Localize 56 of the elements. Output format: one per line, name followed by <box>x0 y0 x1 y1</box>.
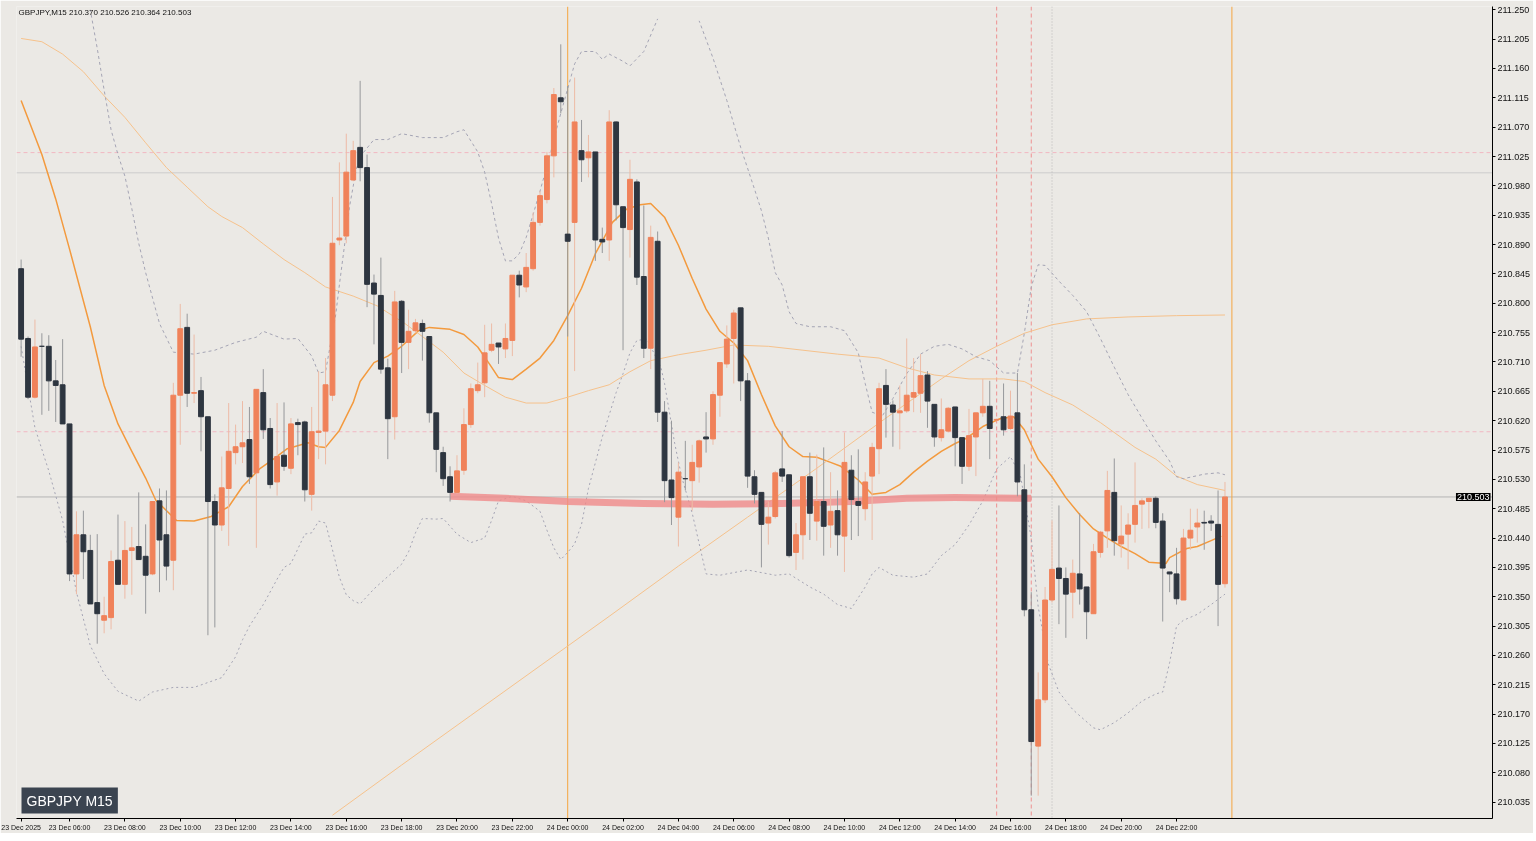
y-tick-label: 211.070 <box>1497 122 1530 133</box>
y-tick-label: 210.845 <box>1497 268 1531 279</box>
y-tick-label: 210.395 <box>1497 562 1531 573</box>
candlestick <box>765 501 772 546</box>
candlestick <box>564 85 571 338</box>
candlestick <box>827 471 834 549</box>
y-tick-label: 210.575 <box>1497 445 1531 455</box>
y-tick-label: 210.935 <box>1497 210 1531 221</box>
candlestick <box>405 309 412 370</box>
candlestick <box>703 411 709 454</box>
y-tick-label: 210.215 <box>1497 679 1531 690</box>
candlestick <box>1007 390 1014 431</box>
y-tick-label: 210.080 <box>1497 767 1531 778</box>
y-tick-label: 211.160 <box>1497 63 1530 74</box>
y-tick-label: 210.800 <box>1497 298 1531 309</box>
y-tick-label: 211.205 <box>1497 34 1530 45</box>
candlestick <box>1118 504 1125 559</box>
y-tick-label: 210.125 <box>1497 738 1531 749</box>
candlestick <box>1069 559 1076 619</box>
candlestick <box>419 319 426 362</box>
candlestick <box>1194 508 1201 544</box>
y-tick-label: 210.350 <box>1497 591 1531 602</box>
candlestick <box>336 161 343 246</box>
y-tick-label: 211.115 <box>1497 92 1529 103</box>
y-tick-label: 210.530 <box>1497 474 1531 485</box>
y-tick-label: 210.710 <box>1497 356 1531 367</box>
y-tick-label: 210.440 <box>1497 533 1531 544</box>
annotation: GBPJPY M15 <box>26 792 113 809</box>
y-tick-label: 210.890 <box>1497 239 1531 250</box>
candlestick <box>557 43 564 114</box>
y-tick-label: 210.485 <box>1497 503 1531 514</box>
candlestick <box>488 322 495 353</box>
line-series <box>20 338 1226 731</box>
y-tick-label: 210.980 <box>1497 180 1531 191</box>
y-tick-label: 210.260 <box>1497 650 1531 661</box>
candlestick <box>585 134 592 178</box>
candlestick <box>813 454 820 542</box>
candlestick <box>855 448 862 537</box>
chart-title: GBPJPY,M15 210.370 210.526 210.364 210.503 <box>18 7 192 17</box>
y-tick-label: 210.035 <box>1497 797 1531 808</box>
candlestick <box>1000 382 1007 437</box>
candlestick <box>495 342 502 365</box>
y-tick-label: 210.620 <box>1497 415 1531 426</box>
candlestick <box>578 119 585 183</box>
y-tick-label: 211.250 <box>1497 4 1530 15</box>
y-tick-label: 211.025 <box>1497 151 1530 162</box>
candlestick <box>281 401 287 472</box>
candlestick <box>516 270 523 298</box>
candlestick <box>986 380 993 460</box>
y-tick-label: 210.665 <box>1497 386 1531 397</box>
y-tick-label: 210.755 <box>1497 327 1531 338</box>
y-tick-label: 210.305 <box>1497 621 1531 632</box>
candlestick <box>620 206 626 351</box>
ref-line-label: 210.503 <box>1456 491 1490 502</box>
y-tick-label: 210.170 <box>1497 709 1531 720</box>
candlestick <box>191 334 197 404</box>
